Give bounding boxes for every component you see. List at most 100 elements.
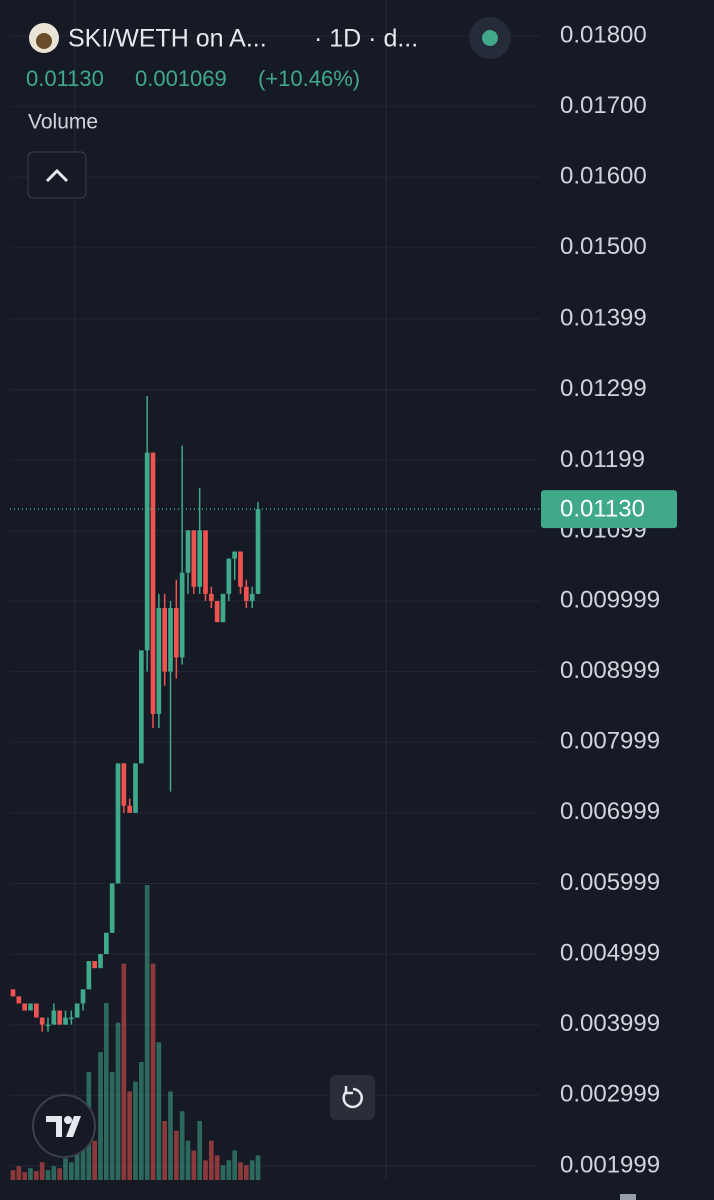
candle-body bbox=[238, 551, 243, 587]
chevron-icon bbox=[45, 168, 69, 183]
price-label: 0.01130 bbox=[560, 495, 645, 522]
candle-body bbox=[92, 961, 97, 969]
candle-body bbox=[191, 530, 197, 587]
candle-body bbox=[98, 954, 103, 969]
volume-bar bbox=[39, 1162, 45, 1180]
volume-bar bbox=[34, 1171, 39, 1180]
corner-icon bbox=[620, 1194, 636, 1200]
volume-bar bbox=[203, 1160, 208, 1180]
volume-bar bbox=[57, 1168, 62, 1180]
candle-body bbox=[45, 1024, 51, 1027]
volume-bar bbox=[28, 1168, 33, 1180]
candle-body bbox=[51, 1010, 57, 1025]
candle-body bbox=[127, 805, 132, 813]
volume-bar bbox=[22, 1172, 27, 1180]
volume-bar bbox=[144, 885, 150, 1180]
candle-body bbox=[22, 1003, 27, 1011]
token-avatar-detail bbox=[36, 33, 52, 49]
y-axis: 0.01800 0.01700 0.01600 0.01500 0.01399 0.012… bbox=[560, 21, 660, 1178]
y-tick-label: 0.01199 bbox=[560, 446, 645, 473]
volume-bar bbox=[92, 1140, 97, 1180]
collapse-button[interactable] bbox=[27, 151, 87, 199]
volume-bar bbox=[150, 963, 156, 1180]
volume-bar bbox=[168, 1091, 173, 1180]
candle-body bbox=[121, 763, 127, 806]
y-tick-label: 0.003999 bbox=[560, 1010, 660, 1037]
candle-body bbox=[203, 530, 208, 594]
candles bbox=[10, 396, 261, 1032]
volume-bar bbox=[197, 1121, 202, 1180]
volume-bar bbox=[174, 1130, 179, 1180]
candle-body bbox=[63, 1017, 68, 1025]
volume-bar bbox=[74, 1150, 80, 1180]
candle-body bbox=[249, 593, 255, 601]
candle-body bbox=[28, 1003, 33, 1011]
y-tick-label: 0.007999 bbox=[560, 728, 660, 755]
volume-bar bbox=[127, 1091, 132, 1180]
candle-body bbox=[150, 452, 156, 714]
volume-bar bbox=[209, 1140, 214, 1180]
candle-body bbox=[133, 763, 138, 813]
volume-bar bbox=[133, 1081, 138, 1180]
candle-body bbox=[179, 572, 185, 658]
volume-bar bbox=[10, 1170, 16, 1180]
candle-body bbox=[214, 600, 220, 623]
candle-body bbox=[144, 452, 150, 651]
candle-body bbox=[185, 530, 191, 573]
candle-body bbox=[209, 593, 214, 601]
reset-icon-arrow bbox=[344, 1086, 353, 1095]
y-tick-label: 0.004999 bbox=[560, 939, 660, 966]
volume-bar bbox=[185, 1140, 191, 1180]
volume-bar bbox=[238, 1162, 243, 1180]
volume-bar bbox=[191, 1150, 197, 1180]
volume-bar bbox=[139, 1062, 144, 1180]
candle-body bbox=[10, 989, 16, 997]
volume-bar bbox=[232, 1150, 237, 1180]
logo-dot bbox=[64, 1116, 72, 1124]
volume-bar bbox=[104, 1003, 109, 1180]
candle-body bbox=[104, 932, 109, 955]
volume-bar bbox=[69, 1162, 74, 1180]
y-tick-label: 0.002999 bbox=[560, 1081, 660, 1108]
volume-bar bbox=[115, 1022, 121, 1180]
volume-bar bbox=[220, 1165, 226, 1180]
candle-body bbox=[39, 1017, 45, 1025]
volume-bar bbox=[63, 1158, 68, 1180]
logo-button[interactable] bbox=[32, 1094, 96, 1158]
volume-bar bbox=[162, 1121, 167, 1180]
volume-bar bbox=[98, 1052, 103, 1180]
chart-title: SKI/WETH on A... bbox=[68, 25, 267, 53]
reset-button[interactable] bbox=[330, 1075, 375, 1120]
volume-bar bbox=[16, 1166, 22, 1180]
y-tick-label: 0.009999 bbox=[560, 586, 660, 613]
y-tick-label: 0.01500 bbox=[560, 233, 647, 260]
volume-bar bbox=[109, 1071, 115, 1180]
y-tick-label: 0.01800 bbox=[560, 21, 647, 48]
volume-bar bbox=[179, 1111, 185, 1180]
candle-body bbox=[156, 608, 162, 714]
candle-body bbox=[80, 989, 86, 1004]
candle-body bbox=[197, 530, 202, 587]
y-tick-label: 0.008999 bbox=[560, 657, 660, 684]
y-tick-label: 0.01700 bbox=[560, 92, 647, 119]
change: 0.001069 bbox=[135, 66, 227, 91]
logo-icon bbox=[46, 1116, 81, 1137]
volume-bar bbox=[45, 1170, 51, 1180]
volume-bar bbox=[255, 1155, 261, 1180]
candle-body bbox=[57, 1010, 62, 1025]
candle-body bbox=[168, 608, 173, 672]
volume-bar bbox=[244, 1165, 249, 1180]
change-percent: (+10.46%) bbox=[258, 66, 360, 91]
candle-body bbox=[139, 650, 144, 764]
candle-body bbox=[34, 1003, 39, 1018]
candle-body bbox=[115, 763, 121, 884]
grid bbox=[10, 35, 540, 1167]
candle-body bbox=[255, 509, 261, 594]
volume-bar bbox=[156, 1042, 162, 1180]
volume-bar bbox=[249, 1160, 255, 1180]
y-tick-label: 0.01600 bbox=[560, 163, 647, 190]
candle-body bbox=[162, 608, 167, 672]
